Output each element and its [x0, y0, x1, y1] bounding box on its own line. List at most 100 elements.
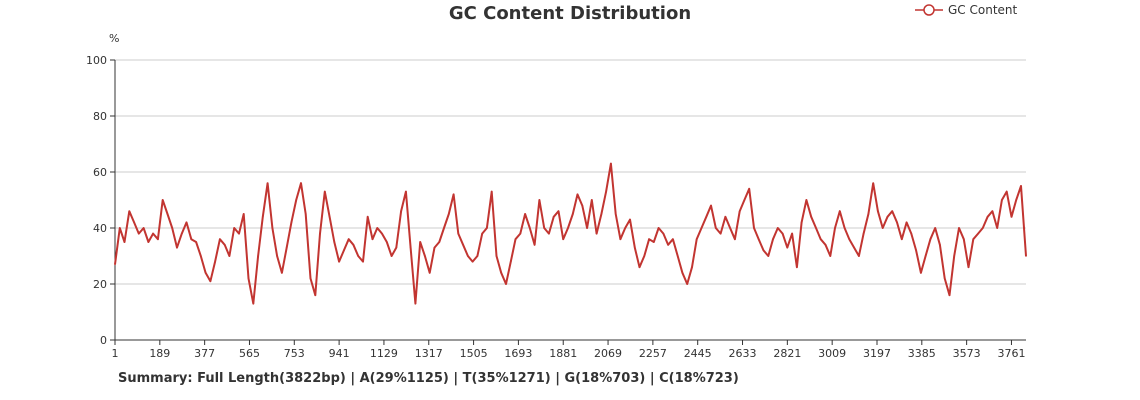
data-point [901, 238, 903, 240]
data-point [476, 255, 479, 257]
data-point [676, 255, 679, 257]
x-tick-label: 1129 [370, 347, 398, 360]
data-point [500, 272, 503, 274]
data-point [419, 241, 422, 243]
data-point [843, 227, 846, 229]
data-point [910, 232, 913, 235]
x-tick-label: 377 [194, 347, 215, 360]
data-point [328, 216, 331, 218]
x-tick-label: 1 [112, 347, 119, 360]
data-point [505, 283, 507, 285]
data-point [1010, 216, 1013, 218]
data-point [657, 227, 660, 229]
data-point [324, 190, 326, 193]
data-point [614, 213, 617, 215]
x-tick-label: 1693 [504, 347, 532, 360]
data-point [848, 238, 851, 240]
data-point [1025, 255, 1027, 257]
data-point [462, 244, 464, 246]
data-point [481, 232, 484, 235]
data-point [262, 216, 264, 218]
data-point [371, 238, 374, 240]
data-point [700, 227, 703, 229]
data-point [839, 210, 841, 212]
data-point [681, 272, 684, 274]
data-point [357, 255, 360, 257]
data-point [905, 221, 908, 224]
y-tick-label: 40 [93, 222, 107, 235]
legend-label: GC Content [948, 3, 1018, 17]
data-point [257, 255, 259, 257]
data-point [519, 232, 522, 235]
data-point [333, 241, 336, 243]
data-point [428, 272, 431, 274]
data-point [562, 238, 564, 240]
data-point [581, 204, 584, 207]
data-point [443, 227, 445, 229]
data-point [366, 216, 369, 218]
data-point [967, 266, 970, 269]
data-point [314, 294, 317, 297]
data-point [400, 210, 402, 212]
data-point [891, 210, 893, 212]
data-point [538, 199, 541, 201]
data-point [734, 238, 736, 240]
data-point [719, 232, 722, 235]
data-point [319, 232, 321, 235]
data-point [252, 302, 255, 305]
data-point [510, 260, 512, 263]
data-point [343, 249, 345, 252]
data-point [648, 238, 650, 240]
data-point [1001, 199, 1003, 201]
data-point [219, 238, 221, 240]
data-point [948, 294, 951, 297]
data-point [991, 210, 994, 212]
data-point [634, 246, 636, 249]
data-point [800, 221, 803, 224]
data-point [815, 227, 817, 229]
data-point [381, 232, 383, 235]
data-point [996, 227, 998, 229]
y-axis-unit: % [109, 32, 119, 45]
data-point [524, 213, 526, 215]
x-tick-label: 2445 [684, 347, 712, 360]
data-point [762, 249, 765, 252]
data-point [853, 246, 855, 249]
data-point [986, 216, 989, 218]
legend-marker-icon [923, 4, 935, 16]
data-point [638, 266, 641, 269]
data-point [858, 255, 860, 257]
data-point [176, 246, 178, 249]
data-point [653, 241, 655, 243]
data-point [300, 182, 302, 184]
data-point [767, 255, 770, 257]
x-tick-label: 3197 [863, 347, 891, 360]
x-tick-label: 2069 [594, 347, 622, 360]
data-point [724, 216, 727, 218]
data-point [276, 255, 278, 257]
data-point [362, 260, 364, 263]
data-point [514, 238, 517, 240]
data-point [834, 227, 836, 229]
data-point [591, 199, 593, 201]
x-axis-ticks: 1 189 377 565 753 941 1129 1317 1505 1693 1881 2069… [112, 340, 1025, 360]
x-tick-label: 941 [329, 347, 350, 360]
data-point [548, 232, 550, 235]
axes [114, 60, 1026, 341]
data-point [920, 272, 922, 274]
y-tick-label: 80 [93, 110, 107, 123]
data-point [543, 227, 545, 229]
data-point [977, 232, 979, 235]
data-point [424, 255, 426, 257]
data-point [147, 241, 150, 243]
data-point [448, 213, 450, 215]
data-point [810, 216, 812, 218]
data-point [486, 227, 488, 229]
data-point [757, 238, 760, 240]
data-point [600, 213, 603, 215]
data-point [715, 227, 717, 229]
legend[interactable]: GC Content [915, 3, 1018, 17]
data-point [1020, 185, 1022, 187]
grid-lines [115, 59, 1026, 285]
data-point [729, 227, 731, 229]
